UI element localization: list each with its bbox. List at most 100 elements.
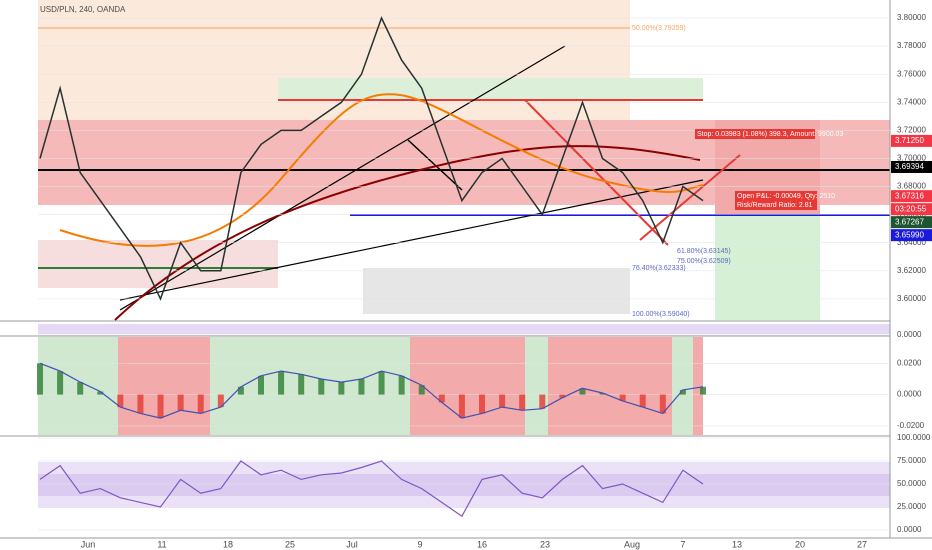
trend-bg bbox=[672, 337, 693, 435]
trend-bg bbox=[118, 337, 210, 435]
x-tick-label: 9 bbox=[417, 539, 422, 549]
macd-bar bbox=[57, 371, 64, 395]
macd-bar bbox=[579, 388, 586, 395]
macd-bar bbox=[559, 394, 566, 398]
annotation: Risk/Reward Ratio: 2.81 bbox=[737, 202, 813, 209]
x-tick-label: 11 bbox=[157, 539, 166, 549]
y-tick-label: 3.78000 bbox=[897, 41, 926, 50]
annotation-bg bbox=[695, 129, 815, 139]
annotation: 76.40%(3.62333) bbox=[632, 265, 686, 272]
x-tick-label: 13 bbox=[732, 539, 742, 549]
macd-bar bbox=[197, 394, 204, 414]
countdown-tag bbox=[891, 203, 932, 216]
price-tag-label: 3.65990 bbox=[895, 230, 924, 239]
macd-bar bbox=[37, 363, 43, 395]
countdown: 03:20:55 bbox=[895, 204, 927, 213]
x-tick-label: 27 bbox=[857, 539, 867, 549]
zones bbox=[38, 0, 890, 321]
annotation: 75.00%(3.62509) bbox=[677, 258, 731, 265]
trend-bg bbox=[548, 337, 672, 435]
annotation: Stop: 0.03983 (1.08%) 398.3, Amount: 990… bbox=[697, 131, 843, 138]
x-tick-label: Aug bbox=[624, 539, 640, 549]
target-zone bbox=[715, 215, 820, 320]
macd-bar bbox=[117, 394, 124, 408]
trend-bg bbox=[410, 337, 525, 435]
x-tick-label: 23 bbox=[540, 539, 550, 549]
macd-bar bbox=[378, 371, 385, 395]
price-tag bbox=[891, 216, 932, 229]
macd-bar bbox=[157, 394, 164, 419]
macd-bar bbox=[438, 394, 445, 403]
macd-bar bbox=[398, 375, 405, 395]
y-tick-label: 3.72000 bbox=[897, 125, 926, 134]
macd-bar bbox=[217, 394, 224, 408]
macd-bar bbox=[479, 394, 485, 414]
y-tick-label: 0.0000 bbox=[897, 390, 922, 399]
y-tick-label: 3.60000 bbox=[897, 294, 926, 303]
x-tick-label: Jul bbox=[346, 539, 358, 549]
y-tick-label: 3.76000 bbox=[897, 69, 926, 78]
price-tag-label: 3.67316 bbox=[895, 191, 924, 200]
ma-50 bbox=[59, 93, 704, 247]
x-tick-label: 16 bbox=[477, 539, 487, 549]
symbol-title: USD/PLN, 240, OANDA bbox=[40, 5, 126, 14]
x-tick-label: Jun bbox=[81, 539, 96, 549]
range-band bbox=[278, 78, 703, 100]
trend-bg bbox=[525, 337, 548, 435]
macd-bar bbox=[499, 394, 506, 408]
macd-bar bbox=[539, 394, 546, 409]
channel-line bbox=[639, 154, 741, 241]
annotation-bg bbox=[735, 200, 817, 210]
trend-bg bbox=[693, 337, 703, 435]
fib-gray bbox=[363, 268, 630, 314]
osc-band bbox=[38, 324, 890, 334]
trend-line bbox=[119, 45, 566, 311]
y-tick-label: 0.0200 bbox=[897, 358, 922, 367]
macd-bar bbox=[77, 382, 84, 395]
macd-bar bbox=[137, 394, 144, 414]
price-tag bbox=[891, 134, 932, 147]
y-tick-label: 25.0000 bbox=[897, 502, 926, 511]
macd-bar bbox=[298, 374, 305, 395]
macd-bar bbox=[458, 394, 465, 419]
macd-bar bbox=[278, 371, 285, 395]
macd-line bbox=[39, 362, 704, 419]
macd-bar bbox=[679, 389, 686, 395]
macd-bar bbox=[358, 378, 365, 395]
channel-line bbox=[524, 99, 669, 246]
y-tick-label: 100.0000 bbox=[897, 433, 931, 442]
macd-bar bbox=[237, 386, 244, 395]
y-tick-label: 3.74000 bbox=[897, 97, 926, 106]
macd-bar bbox=[258, 375, 264, 395]
macd-bar bbox=[418, 385, 425, 395]
arrow bbox=[407, 139, 463, 191]
y-tick-label: 50.0000 bbox=[897, 479, 926, 488]
y-tick-label: 0.0000 bbox=[897, 525, 922, 534]
annotation: 61.80%(3.63145) bbox=[677, 248, 731, 255]
macd-bar bbox=[177, 394, 184, 411]
macd-bar bbox=[318, 378, 325, 395]
macd-bar bbox=[599, 393, 606, 395]
y-tick-label: 3.68000 bbox=[897, 182, 926, 191]
support-zone bbox=[38, 240, 278, 288]
y-tick-label: 3.80000 bbox=[897, 13, 926, 22]
macd-bar bbox=[700, 386, 706, 395]
y-tick-label: 3.70000 bbox=[897, 154, 926, 163]
y-tick-label: 3.62000 bbox=[897, 266, 926, 275]
price-line bbox=[39, 16, 704, 301]
x-tick-label: 7 bbox=[680, 539, 685, 549]
rsi-line bbox=[39, 460, 704, 518]
x-tick-label: 20 bbox=[795, 539, 805, 549]
price-tag-label: 3.71250 bbox=[895, 136, 924, 145]
price-tag bbox=[891, 229, 932, 242]
y-tick-label: 75.0000 bbox=[897, 456, 926, 465]
price-tag-label: 3.67267 bbox=[895, 217, 924, 226]
rsi-band-inner bbox=[38, 474, 890, 496]
price-tag bbox=[891, 160, 932, 173]
y-tick-label: 0.0000 bbox=[897, 330, 922, 339]
price-tag bbox=[891, 190, 932, 203]
y-tick-label: 3.64000 bbox=[897, 238, 926, 247]
trend-line bbox=[119, 179, 704, 301]
x-tick-label: 25 bbox=[285, 539, 295, 549]
